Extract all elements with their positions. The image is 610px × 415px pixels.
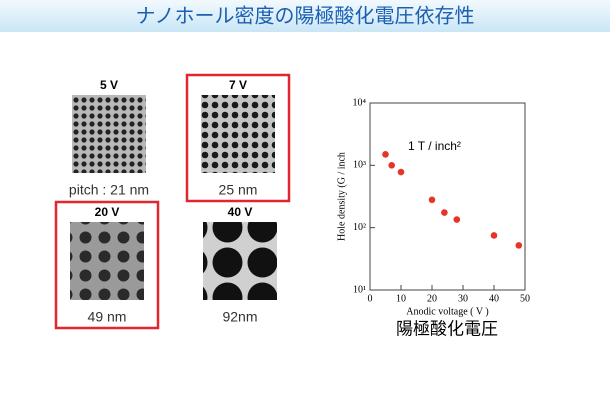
- y-tick-label: 10⁴: [353, 97, 367, 108]
- sem-image: [203, 222, 277, 300]
- sem-image: [72, 95, 146, 173]
- x-tick-label: 30: [458, 293, 468, 304]
- x-tick-label: 50: [520, 293, 530, 304]
- point: [515, 242, 523, 249]
- point: [382, 151, 389, 158]
- image-label: 5 V: [100, 78, 118, 92]
- point: [397, 168, 405, 176]
- image-label: 20 V: [95, 205, 120, 219]
- y-axis-label: Hole density (G / inch: [336, 152, 347, 241]
- image-caption: 25 nm: [219, 182, 258, 198]
- image-caption: 92nm: [222, 309, 257, 325]
- point: [453, 216, 461, 223]
- point: [441, 209, 448, 216]
- slide-title: ナノホール密度の陽極酸化電圧依存性: [136, 4, 475, 27]
- point: [388, 162, 396, 169]
- point: [490, 232, 498, 239]
- image-caption: pitch : 21 nm: [69, 182, 149, 198]
- x-tick-label: 20: [427, 293, 437, 304]
- annotation: 1 T / inch²: [408, 139, 461, 153]
- y-tick-label: 10²: [353, 222, 366, 233]
- image-label: 40 V: [228, 205, 253, 219]
- y-tick-label: 10³: [353, 160, 366, 171]
- title-banner: [0, 0, 610, 32]
- x-axis-label: Anodic voltage ( V ): [406, 306, 488, 317]
- image-label: 7 V: [229, 78, 247, 92]
- y-tick-label: 10¹: [353, 284, 366, 295]
- sem-image: [70, 222, 144, 300]
- x-tick-label: 10: [396, 293, 406, 304]
- x-tick-label: 40: [489, 293, 499, 304]
- highlight-box: [185, 73, 291, 203]
- chart-subtitle: 陽極酸化電圧: [396, 319, 498, 338]
- point: [428, 196, 436, 204]
- x-tick-label: 0: [368, 293, 373, 304]
- image-caption: 49 nm: [88, 309, 127, 325]
- highlight-box: [54, 200, 160, 330]
- plot-frame: [369, 102, 526, 291]
- sem-image: [201, 95, 275, 173]
